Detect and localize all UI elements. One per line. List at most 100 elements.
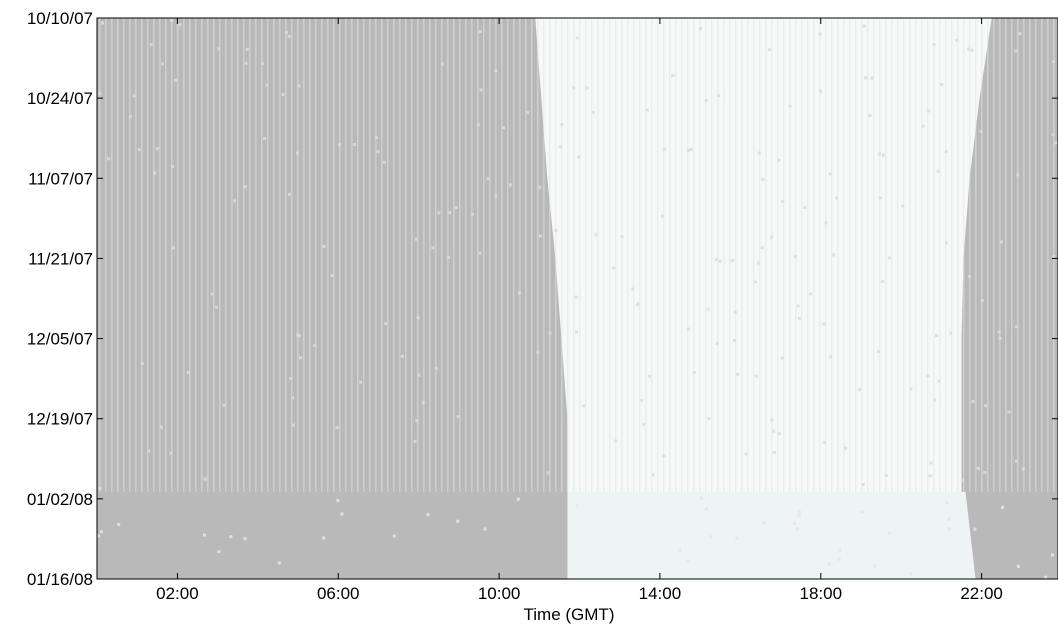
data-speck bbox=[98, 486, 102, 490]
data-speck bbox=[338, 143, 342, 147]
data-speck bbox=[797, 510, 801, 514]
data-speck bbox=[478, 30, 482, 34]
y-tick-label: 12/05/07 bbox=[27, 330, 93, 349]
data-speck bbox=[858, 388, 862, 392]
data-speck bbox=[243, 537, 247, 541]
data-speck bbox=[538, 234, 542, 238]
data-speck bbox=[699, 496, 703, 500]
data-speck bbox=[999, 240, 1003, 244]
data-speck bbox=[352, 143, 356, 146]
data-speck bbox=[132, 94, 136, 98]
data-speck bbox=[479, 88, 483, 92]
data-speck bbox=[137, 148, 141, 152]
data-speck bbox=[322, 536, 326, 540]
data-speck bbox=[572, 86, 576, 90]
data-speck bbox=[687, 148, 691, 152]
x-tick-label: 22:00 bbox=[960, 584, 1003, 603]
data-speck bbox=[704, 507, 708, 511]
x-tick-label: 14:00 bbox=[639, 584, 682, 603]
day-region-upper bbox=[535, 18, 992, 493]
data-speck bbox=[1016, 565, 1020, 568]
data-speck bbox=[160, 62, 164, 66]
data-speck bbox=[929, 461, 933, 465]
data-speck bbox=[706, 307, 710, 311]
data-speck bbox=[881, 280, 885, 283]
data-speck bbox=[909, 387, 913, 391]
data-speck bbox=[973, 527, 977, 531]
data-speck bbox=[417, 373, 421, 377]
data-speck bbox=[878, 196, 882, 200]
data-speck bbox=[536, 350, 540, 354]
data-speck bbox=[1014, 49, 1018, 53]
data-speck bbox=[884, 474, 888, 478]
data-speck bbox=[838, 548, 842, 552]
data-speck bbox=[704, 98, 708, 102]
data-speck bbox=[99, 530, 103, 534]
data-speck bbox=[829, 355, 833, 359]
data-speck bbox=[392, 534, 396, 538]
data-speck bbox=[940, 83, 944, 86]
data-speck bbox=[767, 48, 771, 52]
data-speck bbox=[245, 47, 249, 51]
data-speck bbox=[822, 440, 826, 444]
data-speck bbox=[178, 23, 182, 27]
y-axis: 10/10/07 10/24/07 11/07/07 11/21/07 12/05/07… bbox=[27, 9, 1058, 589]
data-speck bbox=[979, 129, 983, 133]
data-speck bbox=[824, 221, 828, 225]
data-speck bbox=[526, 111, 530, 115]
data-speck bbox=[494, 69, 498, 73]
data-speck bbox=[448, 211, 452, 215]
data-speck bbox=[1044, 575, 1047, 579]
data-speck bbox=[222, 403, 226, 407]
data-speck bbox=[901, 204, 905, 208]
data-speck bbox=[456, 415, 460, 419]
data-speck bbox=[296, 151, 299, 155]
data-speck bbox=[559, 145, 563, 149]
data-speck bbox=[687, 327, 691, 331]
data-speck bbox=[215, 305, 218, 309]
data-speck bbox=[1016, 173, 1020, 177]
data-speck bbox=[862, 24, 866, 28]
data-speck bbox=[788, 104, 792, 108]
data-speck bbox=[772, 429, 776, 433]
data-speck bbox=[170, 165, 174, 168]
data-speck bbox=[140, 362, 144, 365]
data-speck bbox=[868, 114, 872, 117]
data-speck bbox=[870, 76, 874, 80]
data-speck bbox=[456, 519, 460, 523]
data-speck bbox=[244, 61, 248, 65]
data-speck bbox=[709, 535, 713, 539]
data-speck bbox=[471, 212, 475, 216]
data-speck bbox=[770, 418, 774, 422]
data-speck bbox=[640, 399, 644, 403]
data-speck bbox=[797, 316, 801, 320]
data-speck bbox=[414, 237, 418, 241]
data-speck bbox=[796, 304, 800, 308]
data-speck bbox=[546, 471, 550, 475]
data-speck bbox=[97, 534, 101, 538]
data-speck bbox=[413, 439, 417, 443]
data-speck bbox=[797, 514, 801, 518]
data-speck bbox=[340, 512, 344, 516]
data-speck bbox=[980, 299, 984, 302]
data-speck bbox=[967, 47, 971, 51]
y-tick-label: 01/02/08 bbox=[27, 490, 93, 509]
data-speck bbox=[174, 78, 178, 82]
data-speck bbox=[928, 474, 932, 478]
data-speck bbox=[756, 261, 760, 265]
y-tick-label: 11/07/07 bbox=[28, 169, 93, 188]
data-speck bbox=[376, 150, 380, 154]
data-speck bbox=[772, 450, 776, 454]
data-speck bbox=[909, 572, 913, 576]
data-speck bbox=[575, 330, 578, 334]
data-speck bbox=[971, 400, 975, 403]
data-speck bbox=[620, 235, 624, 239]
data-speck bbox=[822, 322, 826, 326]
data-speck bbox=[671, 74, 675, 78]
data-speck bbox=[1007, 410, 1011, 414]
data-speck bbox=[947, 527, 951, 531]
data-speck bbox=[313, 344, 317, 347]
data-speck bbox=[233, 199, 236, 203]
data-speck bbox=[516, 497, 520, 501]
data-speck bbox=[614, 439, 618, 443]
